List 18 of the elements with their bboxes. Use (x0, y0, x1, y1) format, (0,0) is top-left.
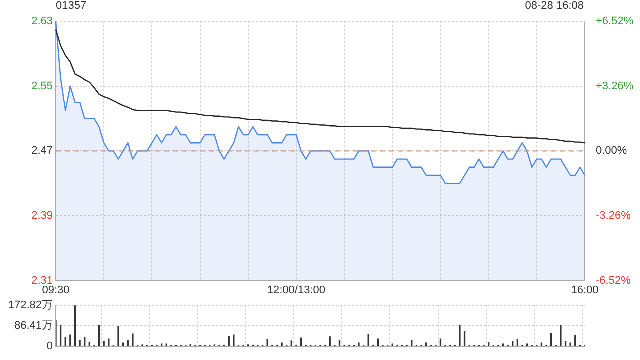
y2-tick-label: -6.52% (596, 274, 632, 287)
y-tick-label: 0 (46, 340, 53, 352)
y-tick-label: 2.63 (32, 16, 53, 28)
chart-title: 01357 (56, 0, 87, 12)
y-tick-label: 172.82万 (8, 300, 53, 312)
y2-tick-label: +6.52% (596, 16, 634, 28)
y-tick-label: 86.41万 (14, 320, 53, 332)
y-tick-label: 2.39 (32, 210, 53, 222)
y-tick-label: 2.55 (32, 80, 53, 92)
chart-subtitle: 08-28 16:08 (525, 0, 584, 12)
x-tick-label: 12:00/13:00 (267, 284, 326, 296)
y-tick-label: 2.47 (32, 145, 53, 158)
y2-tick-label: 0.00% (596, 145, 628, 158)
x-tick-label: 09:30 (42, 284, 70, 296)
x-tick-label: 16:00 (571, 284, 599, 296)
y2-tick-label: -3.26% (596, 210, 632, 222)
y-tick-label: 2.31 (32, 274, 53, 287)
y2-tick-label: +3.26% (596, 80, 634, 92)
